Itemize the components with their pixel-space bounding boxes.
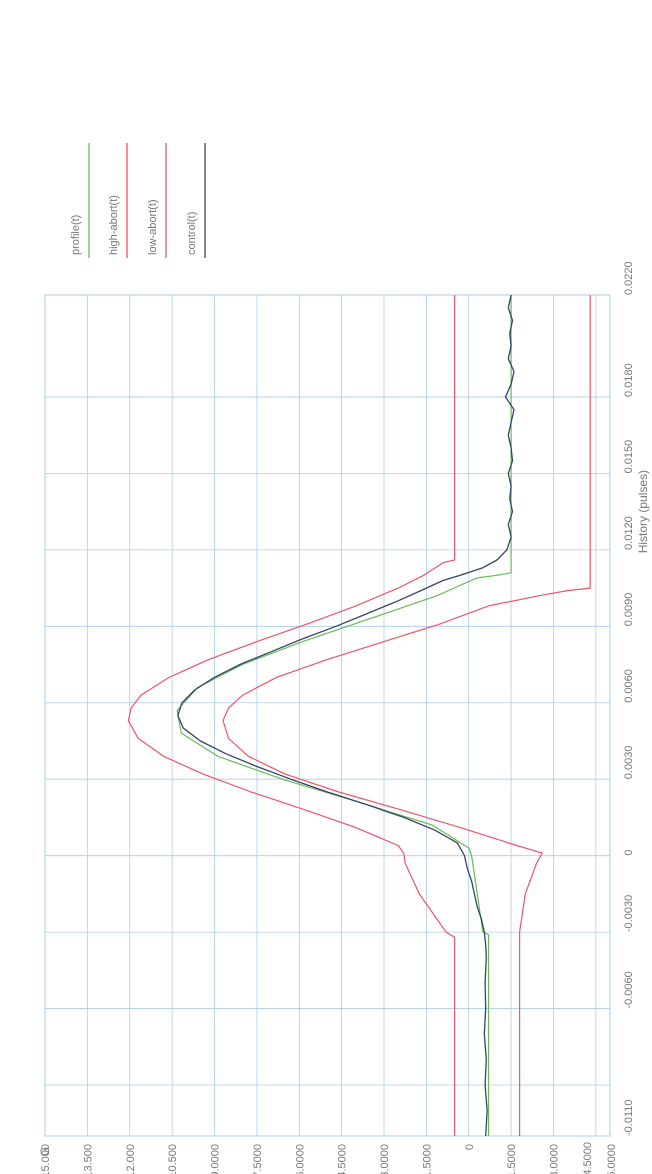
legend-label-high-abortt: high-abort(t) — [108, 195, 120, 255]
axis-labels: History (pulses) G — [38, 470, 650, 1156]
y-tick-label: -5.0000 — [606, 1144, 618, 1174]
series-line-low-abortt — [222, 295, 591, 1136]
y-tick-label: 10.500 — [167, 1144, 179, 1174]
y-tick-label: 1.5000 — [421, 1144, 433, 1174]
series-line-profilet — [176, 295, 512, 1136]
y-tick-label: -3.0000 — [549, 1144, 561, 1174]
tick-labels: -0.0110 -0.0060 -0.0030 0 0.0030 0.0060 0.0090… — [40, 261, 635, 1174]
series-line-high-abortt — [127, 295, 456, 1136]
y-tick-label: 13.500 — [82, 1144, 94, 1174]
y-tick-label: 12.000 — [125, 1144, 137, 1174]
y-tick-label: 7.5000 — [252, 1144, 264, 1174]
y-tick-label: 0 — [464, 1144, 476, 1150]
legend-label-controlt: control(t) — [186, 212, 198, 255]
legend: profile(t) high-abort(t) low-abort(t) contr… — [70, 143, 206, 258]
legend-label-profilet: profile(t) — [70, 215, 82, 255]
series-layer — [127, 294, 591, 1137]
x-axis-title: History (pulses) — [636, 470, 650, 553]
x-tick-label: 0.0220 — [623, 261, 635, 295]
x-tick-label: -0.0110 — [623, 1100, 635, 1137]
y-tick-label: -1.5000 — [506, 1144, 518, 1174]
series-line-controlt — [177, 294, 515, 1137]
y-tick-label: 6.0000 — [294, 1144, 306, 1174]
y-tick-label: 3.0000 — [379, 1144, 391, 1174]
x-tick-label: 0.0060 — [623, 669, 635, 703]
legend-label-low-abortt: low-abort(t) — [147, 199, 159, 255]
x-tick-label: 0.0090 — [623, 593, 635, 627]
plot-frame — [44, 294, 611, 1137]
x-tick-label: 0 — [623, 850, 635, 856]
y-tick-label: 9.0000 — [210, 1144, 222, 1174]
x-tick-label: 0.0180 — [623, 363, 635, 397]
x-tick-label: 0.0150 — [623, 440, 635, 474]
x-tick-label: 0.0120 — [623, 516, 635, 550]
y-axis-title: G — [38, 1147, 52, 1156]
x-tick-label: -0.0030 — [623, 895, 635, 932]
x-tick-label: -0.0060 — [623, 971, 635, 1008]
y-tick-label: 15.000 — [40, 1144, 52, 1174]
x-tick-label: 0.0030 — [623, 746, 635, 780]
y-tick-label: 4.5000 — [337, 1144, 349, 1174]
y-tick-label: -4.5000 — [582, 1142, 594, 1174]
